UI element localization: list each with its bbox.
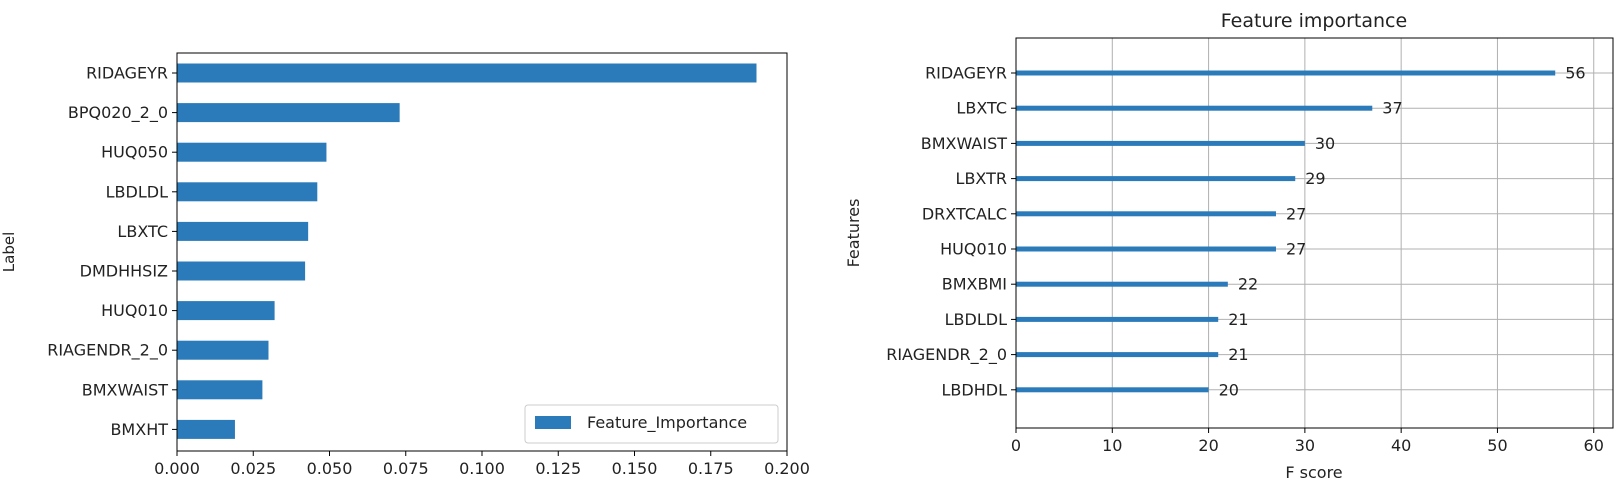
right-data-label: 56 [1565, 64, 1585, 83]
right-y-tick-label: HUQ010 [940, 240, 1007, 259]
left-y-tick-label: LBXTC [117, 222, 168, 241]
right-y-tick-label: BMXWAIST [921, 134, 1008, 153]
legend-frame [524, 404, 779, 444]
legend-label: Feature_Importance [587, 413, 747, 433]
right-x-axis-label: F score [1285, 463, 1342, 482]
right-y-tick-label: LBXTR [956, 169, 1007, 188]
left-y-tick-label: HUQ050 [101, 143, 168, 162]
right-x-tick-label: 30 [1295, 436, 1315, 455]
left-y-tick-label: BPQ020_2_0 [68, 103, 168, 123]
left-feature-importance-chart: RIDAGEYR BPQ020_2_0 HUQ050 LBDLDL LBXTC DMDHH… [0, 52, 810, 478]
right-y-tick-label: RIAGENDR_2_0 [886, 345, 1007, 365]
right-bar [1016, 105, 1373, 111]
legend-swatch [535, 416, 571, 429]
left-bar [177, 380, 263, 400]
left-bar [177, 419, 235, 439]
left-x-tick-label: 0.075 [383, 459, 429, 478]
right-data-label: 27 [1286, 240, 1306, 259]
right-bar [1016, 140, 1305, 146]
right-y-tick-label: LBDHDL [942, 380, 1008, 399]
right-bar [1016, 70, 1556, 76]
right-bar [1016, 352, 1219, 358]
left-y-tick-label: RIDAGEYR [86, 64, 168, 83]
right-x-tick-label: 10 [1102, 436, 1122, 455]
right-y-tick-label: BMXBMI [942, 275, 1007, 294]
left-y-axis-label: Label [0, 232, 18, 272]
right-y-axis-label: Features [844, 199, 863, 268]
left-bar [177, 182, 318, 202]
right-x-tick-label: 50 [1487, 436, 1507, 455]
right-x-tick-label: 0 [1011, 436, 1021, 455]
right-y-ticks: RIDAGEYR LBXTC BMXWAIST LBXTR DRXTCALC HUQ010… [886, 64, 1016, 399]
left-x-tick-label: 0.175 [688, 459, 734, 478]
right-bar [1016, 246, 1276, 252]
right-y-tick-label: LBDLDL [945, 310, 1007, 329]
right-data-label: 21 [1228, 345, 1248, 364]
right-plot-frame [1015, 37, 1614, 429]
right-x-tick-label: 20 [1198, 436, 1218, 455]
left-x-tick-label: 0.100 [459, 459, 505, 478]
right-y-tick-label: LBXTC [956, 99, 1007, 118]
left-y-tick-label: BMXHT [110, 420, 168, 439]
left-x-tick-label: 0.150 [612, 459, 658, 478]
right-data-labels: 56 37 30 29 27 27 22 21 21 20 [1219, 64, 1586, 400]
left-x-tick-label: 0.000 [154, 459, 200, 478]
left-bar [177, 340, 269, 360]
left-x-tick-label: 0.050 [307, 459, 353, 478]
right-data-label: 22 [1238, 275, 1258, 294]
right-feature-importance-chart: RIDAGEYR LBXTC BMXWAIST LBXTR DRXTCALC HUQ010… [844, 10, 1614, 482]
left-y-tick-label: BMXWAIST [82, 380, 169, 399]
right-x-ticks: 0 10 20 30 40 50 60 [1011, 428, 1604, 455]
left-y-tick-label: LBDLDL [106, 182, 168, 201]
right-data-label: 27 [1286, 204, 1306, 223]
left-bar [177, 301, 275, 321]
left-x-tick-label: 0.200 [764, 459, 810, 478]
left-x-tick-label: 0.125 [535, 459, 581, 478]
right-bar [1016, 211, 1276, 217]
left-x-ticks: 0.000 0.025 0.050 0.075 0.100 0.125 0.150 0.175… [154, 451, 810, 478]
left-x-tick-label: 0.025 [230, 459, 276, 478]
left-bar [177, 221, 309, 241]
right-data-label: 37 [1382, 99, 1402, 118]
left-bar [177, 261, 306, 281]
left-y-tick-label: HUQ010 [101, 301, 168, 320]
left-legend: Feature_Importance [524, 404, 779, 444]
right-bars-group [1016, 70, 1556, 393]
right-y-tick-label: DRXTCALC [922, 204, 1007, 223]
right-data-label: 30 [1315, 134, 1335, 153]
left-bar [177, 63, 757, 83]
right-bar [1016, 176, 1296, 182]
right-grid [1015, 38, 1613, 428]
right-x-tick-label: 40 [1391, 436, 1411, 455]
right-x-tick-label: 60 [1584, 436, 1604, 455]
right-bar [1016, 316, 1219, 322]
left-bar [177, 103, 400, 123]
right-chart-title: Feature importance [1221, 10, 1407, 32]
left-y-tick-label: DMDHHSIZ [80, 262, 168, 281]
left-bar [177, 142, 327, 162]
left-y-tick-label: RIAGENDR_2_0 [47, 341, 168, 361]
right-data-label: 29 [1305, 169, 1325, 188]
right-y-tick-label: RIDAGEYR [925, 64, 1007, 83]
left-bars-group [177, 63, 757, 439]
right-data-label: 20 [1219, 380, 1239, 399]
right-bar [1016, 281, 1228, 287]
right-bar [1016, 387, 1209, 393]
right-data-label: 21 [1228, 310, 1248, 329]
left-y-ticks: RIDAGEYR BPQ020_2_0 HUQ050 LBDLDL LBXTC DMDHH… [47, 64, 177, 439]
